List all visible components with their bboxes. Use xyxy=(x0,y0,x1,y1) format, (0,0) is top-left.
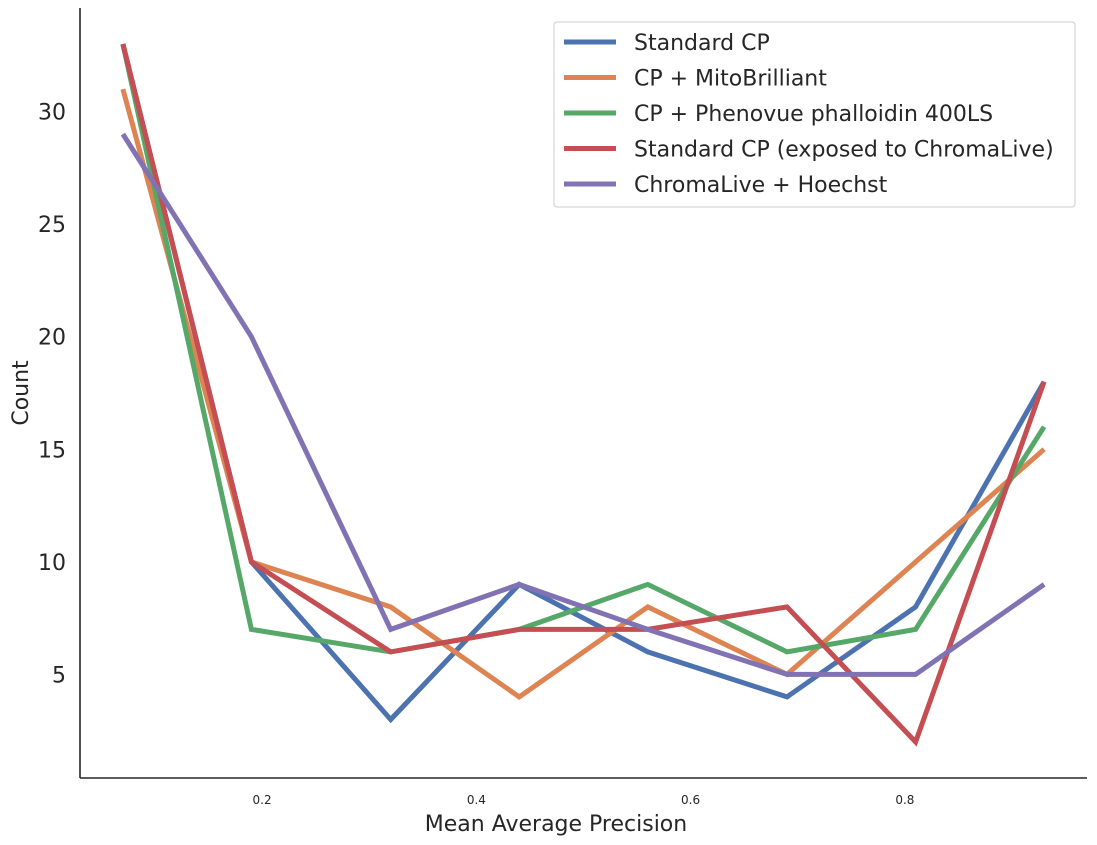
x-tick-label: 0.8 xyxy=(895,793,914,807)
series-line-1 xyxy=(120,43,1047,724)
x-ticks: 0.2 0.4 0.6 0.8 xyxy=(253,793,915,807)
series-layer xyxy=(120,43,1047,747)
y-tick-label: 25 xyxy=(38,213,66,238)
legend-label-3: CP + Phenovue phalloidin 400LS xyxy=(634,102,993,127)
y-tick-label: 30 xyxy=(38,101,66,126)
legend-frame xyxy=(553,21,1076,208)
series-line-5 xyxy=(120,132,1046,677)
legend-label-5: ChromaLive + Hoechst xyxy=(634,173,888,198)
x-tick-label: 0.6 xyxy=(681,793,700,807)
legend-label-2: CP + MitoBrilliant xyxy=(634,67,827,92)
x-axis-label: Mean Average Precision xyxy=(425,812,687,837)
y-tick-label: 5 xyxy=(52,663,66,688)
x-tick-label: 0.2 xyxy=(253,793,272,807)
y-tick-label: 15 xyxy=(38,438,66,463)
legend-label-4: Standard CP (exposed to ChromaLive) xyxy=(634,138,1054,163)
y-tick-label: 20 xyxy=(38,326,66,351)
x-tick-label: 0.4 xyxy=(467,793,486,807)
legend-label-1: Standard CP xyxy=(634,31,770,56)
y-axis-label: Count xyxy=(9,360,34,426)
y-tick-label: 10 xyxy=(38,551,66,576)
series-line-4 xyxy=(120,43,1047,747)
series-line-2 xyxy=(120,88,1046,700)
legend: Standard CP CP + MitoBrilliant CP + Phenov… xyxy=(553,21,1076,208)
y-ticks: 5 10 15 20 25 30 xyxy=(38,101,66,689)
